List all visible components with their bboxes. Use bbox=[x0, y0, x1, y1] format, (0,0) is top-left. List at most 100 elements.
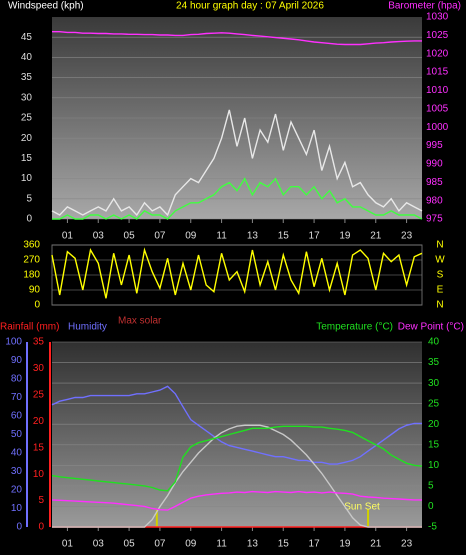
x-tick-label: 19 bbox=[339, 231, 351, 242]
y-tick-label: 90 bbox=[11, 355, 23, 366]
x-tick-label: 13 bbox=[247, 539, 259, 550]
y2-tick-label: 975 bbox=[426, 214, 443, 225]
x-tick-label: 05 bbox=[124, 231, 136, 242]
y-tick-label: 10 bbox=[11, 503, 23, 514]
y2-tick-label: 35 bbox=[428, 357, 440, 368]
y3-tick-label: 35 bbox=[33, 337, 45, 348]
x-tick-label: 17 bbox=[309, 231, 321, 242]
series-line bbox=[52, 177, 423, 220]
dewpoint-label: Dew Point (°C) bbox=[398, 322, 464, 333]
y-tick-label: 60 bbox=[11, 411, 23, 422]
x-tick-label: 05 bbox=[124, 539, 136, 550]
y-tick-label: 5 bbox=[26, 193, 32, 204]
y3-tick-label: 25 bbox=[33, 389, 45, 400]
y2-tick-label: 15 bbox=[428, 439, 440, 450]
solar-label: Max solar bbox=[118, 316, 162, 327]
y-tick-label: 45 bbox=[21, 32, 33, 43]
y2-tick-label: 1030 bbox=[426, 12, 449, 23]
y-tick-label: 20 bbox=[11, 485, 23, 496]
y2-tick-label: 995 bbox=[426, 140, 443, 151]
y2-tick-label: 1010 bbox=[426, 85, 449, 96]
y-tick-label: 50 bbox=[11, 429, 23, 440]
compass-label: N bbox=[436, 240, 443, 251]
y-tick-label: 360 bbox=[23, 240, 40, 251]
x-tick-label: 01 bbox=[62, 539, 74, 550]
y2-tick-label: 1025 bbox=[426, 30, 449, 41]
y2-tick-label: 40 bbox=[428, 337, 440, 348]
y-tick-label: 0 bbox=[26, 214, 32, 225]
x-tick-label: 21 bbox=[370, 231, 382, 242]
y2-tick-label: 1020 bbox=[426, 48, 449, 59]
y-tick-label: 180 bbox=[23, 270, 40, 281]
y-tick-label: 35 bbox=[21, 72, 33, 83]
x-tick-label: 01 bbox=[62, 231, 74, 242]
y2-tick-label: 5 bbox=[428, 481, 434, 492]
x-tick-label: 09 bbox=[185, 539, 197, 550]
panel-temperature bbox=[52, 342, 422, 527]
x-tick-label: 19 bbox=[339, 539, 351, 550]
y-tick-label: 0 bbox=[16, 522, 22, 533]
temperature-label: Temperature (°C) bbox=[316, 322, 393, 333]
y-tick-label: 30 bbox=[11, 466, 23, 477]
compass-label: E bbox=[437, 285, 444, 296]
x-tick-label: 23 bbox=[401, 231, 413, 242]
x-tick-label: 07 bbox=[154, 231, 166, 242]
x-tick-label: 17 bbox=[309, 539, 321, 550]
y2-tick-label: 1015 bbox=[426, 67, 449, 78]
series-line bbox=[51, 385, 422, 465]
x-tick-label: 11 bbox=[216, 231, 227, 242]
y2-tick-label: 980 bbox=[426, 195, 443, 206]
y2-tick-label: 1005 bbox=[426, 103, 449, 114]
y2-tick-label: -5 bbox=[428, 522, 437, 533]
y2-tick-label: 30 bbox=[428, 378, 440, 389]
x-tick-label: 13 bbox=[247, 231, 259, 242]
y2-tick-label: 1000 bbox=[426, 122, 449, 133]
series-line bbox=[51, 425, 423, 492]
sunset-label: Sun Set bbox=[344, 502, 380, 513]
y-tick-label: 40 bbox=[11, 448, 23, 459]
series-line bbox=[52, 424, 422, 528]
y2-tick-label: 985 bbox=[426, 177, 443, 188]
x-tick-label: 03 bbox=[93, 539, 105, 550]
y-tick-label: 25 bbox=[21, 113, 33, 124]
y2-tick-label: 0 bbox=[428, 501, 434, 512]
rain-label: Rainfall (mm) bbox=[0, 322, 59, 333]
barometer-label: Barometer (hpa) bbox=[388, 1, 461, 12]
y-tick-label: 270 bbox=[23, 255, 40, 266]
y3-tick-label: 30 bbox=[33, 363, 45, 374]
y-tick-label: 30 bbox=[21, 92, 33, 103]
y2-tick-label: 10 bbox=[428, 460, 440, 471]
y3-tick-label: 20 bbox=[33, 416, 45, 427]
series-line bbox=[51, 109, 423, 217]
y-tick-label: 40 bbox=[21, 52, 33, 63]
y-tick-label: 15 bbox=[21, 153, 33, 164]
x-tick-label: 11 bbox=[216, 539, 227, 550]
compass-label: N bbox=[436, 300, 443, 311]
y-tick-label: 70 bbox=[11, 392, 23, 403]
y-tick-label: 10 bbox=[21, 173, 33, 184]
humidity-label: Humidity bbox=[68, 322, 107, 333]
x-tick-label: 15 bbox=[278, 539, 290, 550]
y-tick-label: 0 bbox=[34, 300, 40, 311]
y3-tick-label: 0 bbox=[38, 522, 44, 533]
x-tick-label: 23 bbox=[401, 539, 413, 550]
compass-label: S bbox=[437, 270, 444, 281]
y3-tick-label: 5 bbox=[38, 495, 44, 506]
y-tick-label: 20 bbox=[21, 133, 33, 144]
series-line bbox=[51, 490, 422, 511]
y2-tick-label: 25 bbox=[428, 398, 440, 409]
x-tick-label: 21 bbox=[370, 539, 382, 550]
y3-tick-label: 15 bbox=[33, 442, 45, 453]
y3-tick-label: 10 bbox=[33, 469, 45, 480]
series-line bbox=[51, 247, 423, 299]
y2-tick-label: 20 bbox=[428, 419, 440, 430]
x-tick-label: 09 bbox=[185, 231, 197, 242]
y-tick-label: 90 bbox=[29, 285, 41, 296]
wind-label: Windspeed (kph) bbox=[8, 1, 84, 12]
series-line bbox=[52, 31, 422, 46]
compass-label: W bbox=[435, 255, 445, 266]
x-tick-label: 15 bbox=[278, 231, 290, 242]
title: 24 hour graph day : 07 April 2026 bbox=[176, 1, 324, 12]
x-tick-label: 07 bbox=[154, 539, 166, 550]
